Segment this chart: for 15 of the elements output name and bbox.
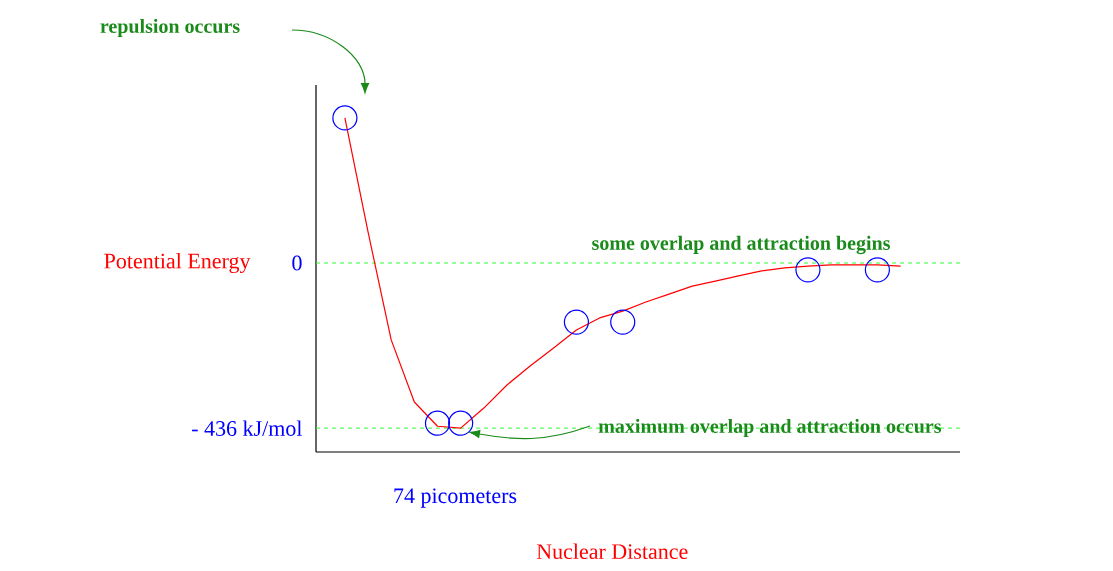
text: repulsion occurs [100,18,240,38]
text: 74 picometers [394,488,517,508]
annotation: maximum overlap and attraction occurs [598,418,942,438]
point [610,309,636,335]
x-axis-title: Nuclear Distance [536,543,688,560]
y-axis-title: Potential Energy [104,253,251,274]
y-tick-label: 0 [292,255,302,271]
annotation: some overlap and attraction begins [592,235,890,255]
point [795,257,821,283]
point [563,309,590,335]
point [864,257,890,283]
y-tick-label: - 436 kJ/mol [192,420,303,436]
point [448,410,474,436]
point [424,410,451,436]
point [332,105,358,131]
